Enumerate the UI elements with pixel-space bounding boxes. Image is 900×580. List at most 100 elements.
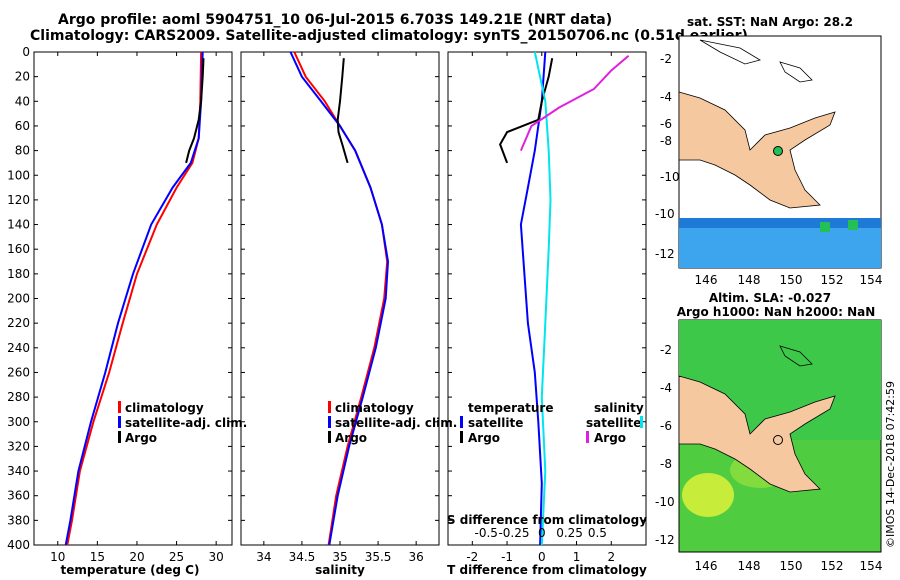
top-x-tick-label: -0.25 bbox=[498, 526, 529, 540]
y-tick-label: 380 bbox=[7, 513, 30, 527]
island-outline bbox=[779, 345, 813, 367]
sst-xtick: 154 bbox=[860, 273, 883, 287]
sla-xtick: 150 bbox=[780, 559, 803, 573]
sla-ytick: -4 bbox=[660, 381, 672, 395]
legend-label-climatology: climatology bbox=[125, 401, 204, 415]
sst-ytick: -4 bbox=[660, 90, 672, 104]
sst-xtick: 150 bbox=[780, 273, 803, 287]
sla-map-title1: Altim. SLA: -0.027 bbox=[709, 291, 831, 305]
y-tick-label: 100 bbox=[7, 168, 30, 182]
x-tick-label: 34 bbox=[256, 550, 271, 564]
sst-map-title: sat. SST: NaN Argo: 28.2 bbox=[687, 15, 853, 29]
legend-label-s-argo: Argo bbox=[594, 431, 626, 445]
x-tick-label: 10 bbox=[50, 550, 65, 564]
legend-label-climatology: climatology bbox=[335, 401, 414, 415]
top-x-tick-label: 0.25 bbox=[556, 526, 583, 540]
y-tick-label: 280 bbox=[7, 390, 30, 404]
difference-top-xlabel: S difference from climatology bbox=[447, 513, 647, 527]
legend-swatch-t-satellite bbox=[460, 416, 463, 428]
series-line-satellite-adj-clim- bbox=[64, 51, 204, 546]
legend-label-argo: Argo bbox=[125, 431, 157, 445]
x-tick-label: 15 bbox=[90, 550, 105, 564]
salinity-legend: climatology satellite-adj. clim. Argo bbox=[328, 401, 457, 445]
x-tick-label: 1 bbox=[573, 550, 581, 564]
y-tick-label: 80 bbox=[15, 144, 30, 158]
argo-position-marker bbox=[773, 146, 783, 156]
legend-label-t-satellite: satellite bbox=[468, 416, 523, 430]
y-tick-label: 60 bbox=[15, 119, 30, 133]
sla-ytick: -10 bbox=[655, 495, 675, 509]
sst-cell bbox=[848, 220, 858, 230]
top-x-tick-label: -0.5 bbox=[474, 526, 497, 540]
y-tick-label: 340 bbox=[7, 464, 30, 478]
x-tick-label: -1 bbox=[501, 550, 513, 564]
x-tick-label: 20 bbox=[129, 550, 144, 564]
x-tick-label: 2 bbox=[607, 550, 615, 564]
difference-legend-salinity: salinity satellite Argo bbox=[586, 401, 644, 445]
temperature-panel-frame bbox=[33, 51, 233, 546]
sla-xtick: 152 bbox=[821, 559, 844, 573]
sla-ytick: -2 bbox=[660, 343, 672, 357]
figure-title-line1: Argo profile: aoml 5904751_10 06-Jul-201… bbox=[58, 12, 613, 28]
figure-title-line2: Climatology: CARS2009. Satellite-adjuste… bbox=[30, 28, 748, 44]
y-tick-label: 40 bbox=[15, 94, 30, 108]
sla-xtick: 148 bbox=[738, 559, 761, 573]
legend-label-s-satellite: satellite bbox=[586, 416, 641, 430]
y-tick-label: 260 bbox=[7, 365, 30, 379]
series-line-satellite-adj-clim- bbox=[289, 51, 390, 546]
y-tick-label: 360 bbox=[7, 489, 30, 503]
legend-label-argo: Argo bbox=[335, 431, 367, 445]
sla-map-title2: Argo h1000: NaN h2000: NaN bbox=[677, 305, 876, 319]
legend-title-temperature: temperature bbox=[468, 401, 553, 415]
y-tick-label: 180 bbox=[7, 267, 30, 281]
legend-swatch-climatology bbox=[118, 401, 121, 413]
legend-swatch-satellite bbox=[118, 416, 121, 428]
legend-label-satellite: satellite-adj. clim. bbox=[335, 416, 457, 430]
x-tick-label: 0 bbox=[538, 550, 546, 564]
legend-swatch-t-argo bbox=[460, 431, 463, 443]
png-landmass bbox=[678, 375, 836, 493]
y-tick-label: 300 bbox=[7, 415, 30, 429]
sla-ytick: -8 bbox=[660, 457, 672, 471]
x-tick-label: 30 bbox=[209, 550, 224, 564]
y-tick-label: 120 bbox=[7, 193, 30, 207]
sla-ytick: -12 bbox=[655, 533, 675, 547]
y-tick-label: 320 bbox=[7, 439, 30, 453]
sst-ytick: -8 bbox=[660, 134, 672, 148]
sst-ytick: -2 bbox=[660, 52, 672, 66]
png-landmass bbox=[678, 91, 836, 209]
y-tick-label: 140 bbox=[7, 218, 30, 232]
y-tick-label: 20 bbox=[15, 70, 30, 84]
legend-swatch-s-satellite bbox=[640, 416, 643, 428]
series-line-argo bbox=[185, 58, 205, 164]
sst-data-strip-band bbox=[679, 218, 881, 228]
island-outline bbox=[779, 61, 813, 83]
y-tick-label: 220 bbox=[7, 316, 30, 330]
top-x-tick-label: 0.5 bbox=[588, 526, 607, 540]
sst-ytick: -6 bbox=[660, 117, 672, 131]
legend-swatch-argo bbox=[118, 431, 121, 443]
top-x-tick-label: 0 bbox=[538, 526, 546, 540]
sst-ytick: -10 bbox=[660, 170, 680, 184]
y-tick-label: 0 bbox=[22, 45, 30, 59]
legend-swatch-argo bbox=[328, 431, 331, 443]
series-line-temperature-argo bbox=[498, 58, 554, 164]
series-line-salinity-satellite bbox=[533, 51, 552, 546]
sst-xtick: 146 bbox=[695, 273, 718, 287]
temperature-xlabel: temperature (deg C) bbox=[61, 563, 200, 577]
legend-swatch-satellite bbox=[328, 416, 331, 428]
x-tick-label: -2 bbox=[466, 550, 478, 564]
sst-cell bbox=[820, 222, 830, 232]
y-tick-label: 400 bbox=[7, 538, 30, 552]
series-line-climatology bbox=[66, 51, 203, 546]
y-tick-label: 240 bbox=[7, 341, 30, 355]
legend-swatch-s-argo bbox=[586, 431, 589, 443]
series-line-temperature-satellite bbox=[519, 51, 547, 546]
difference-legend-temperature: temperature satellite Argo bbox=[460, 401, 553, 445]
sla-xtick: 154 bbox=[860, 559, 883, 573]
sla-map: Altim. SLA: -0.027 Argo h1000: NaN h2000… bbox=[655, 291, 882, 573]
sst-xtick: 148 bbox=[738, 273, 761, 287]
legend-label-t-argo: Argo bbox=[468, 431, 500, 445]
